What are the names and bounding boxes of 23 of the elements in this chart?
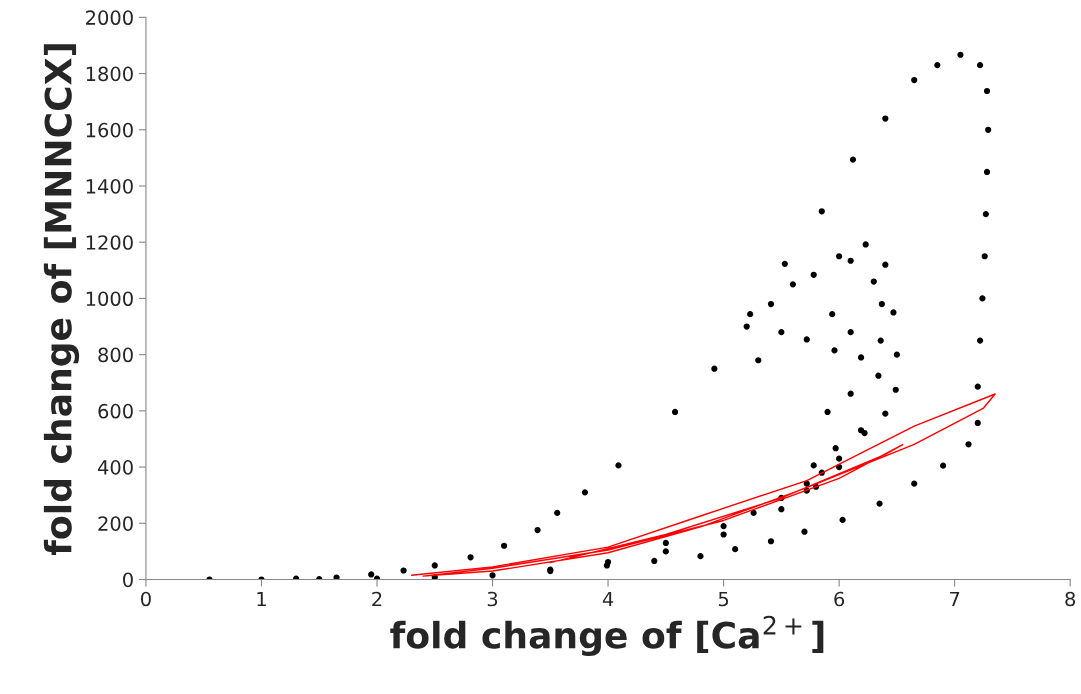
y-tick-label: 0 — [123, 572, 133, 588]
x-tick-label: 4 — [602, 591, 614, 607]
x-tick-label: 8 — [1065, 591, 1076, 607]
x-tick-label: 5 — [718, 591, 729, 607]
y-axis-title: fold change of [MNNCCX] — [43, 44, 80, 556]
x-tick-label: 6 — [834, 591, 845, 607]
y-tick-label: 1600 — [86, 122, 133, 138]
y-tick-label: 400 — [97, 460, 133, 475]
x-axis-title: fold change of [Ca$^{2+}$] — [390, 615, 824, 657]
x-tick-label: 7 — [950, 591, 960, 607]
y-tick-label: 600 — [98, 403, 133, 419]
y-tick-label: 1800 — [86, 66, 133, 82]
y-tick-label: 1200 — [86, 235, 133, 250]
x-tick-label: 2 — [372, 591, 382, 607]
y-tick-label: 200 — [98, 516, 133, 531]
x-tick-label: 3 — [487, 591, 498, 607]
x-tick-label: 0 — [141, 591, 151, 607]
y-tick-label: 1400 — [86, 178, 133, 194]
y-tick-label: 800 — [98, 347, 133, 363]
y-tick-label: 2000 — [86, 10, 133, 26]
line-series — [410, 393, 996, 577]
y-tick-label: 1000 — [86, 291, 133, 307]
x-tick-label: 1 — [257, 591, 266, 607]
